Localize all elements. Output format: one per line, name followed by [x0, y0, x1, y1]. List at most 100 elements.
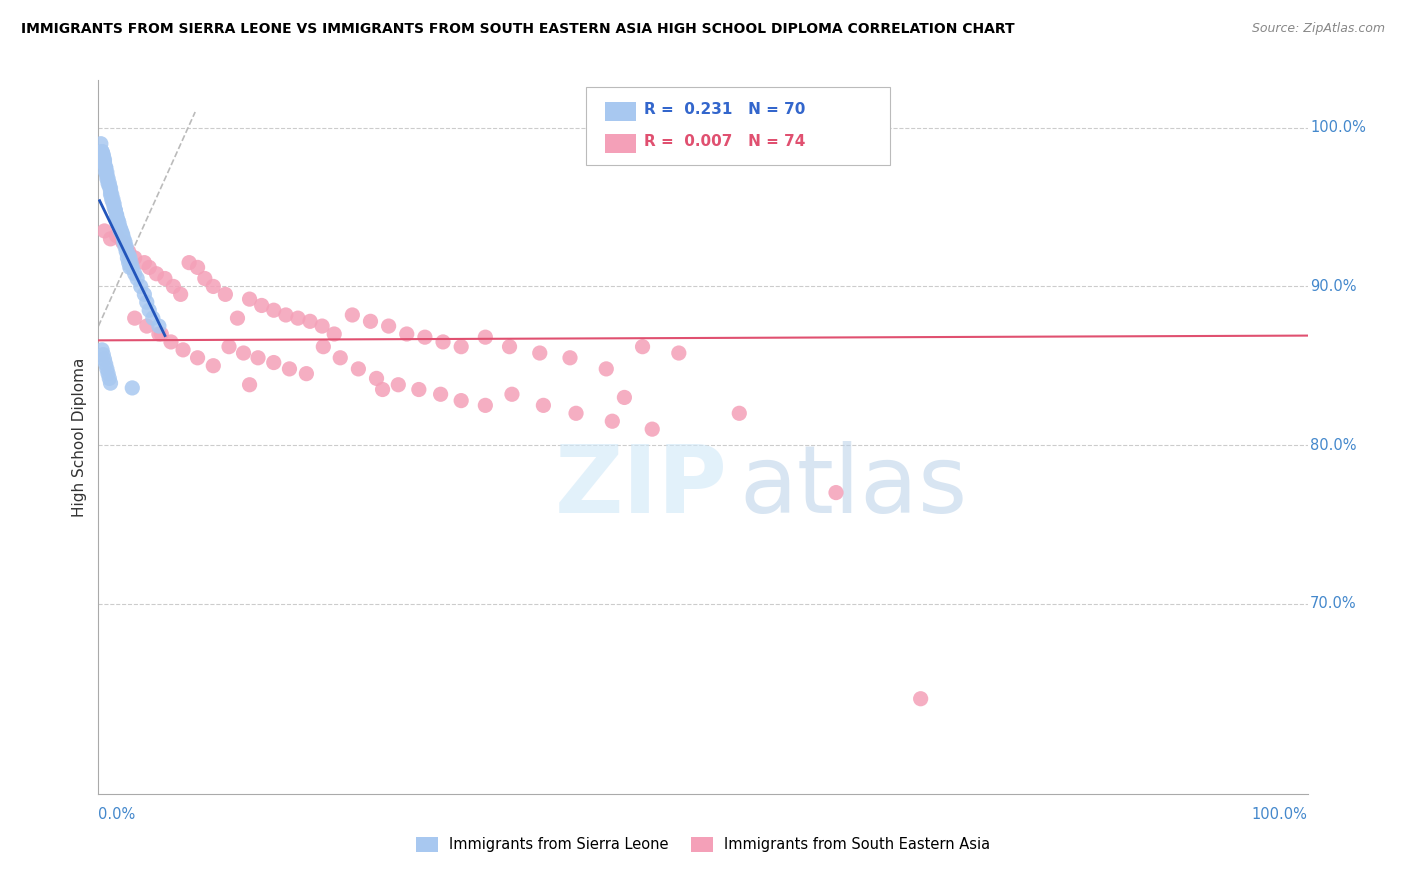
Point — [295, 367, 318, 381]
Point — [450, 340, 472, 354]
Point — [108, 216, 131, 230]
Point — [429, 387, 451, 401]
Point — [121, 381, 143, 395]
Point — [96, 169, 118, 183]
Point — [387, 377, 409, 392]
Point — [100, 192, 122, 206]
Point — [498, 340, 520, 354]
Point — [194, 271, 217, 285]
Point — [112, 232, 135, 246]
Point — [148, 319, 170, 334]
Point — [91, 343, 114, 357]
Point — [94, 165, 117, 179]
Point — [97, 171, 120, 186]
Point — [134, 255, 156, 269]
Point — [138, 303, 160, 318]
Point — [239, 292, 262, 306]
Point — [120, 255, 142, 269]
Point — [124, 311, 146, 326]
Point — [101, 195, 124, 210]
Point — [377, 319, 399, 334]
Point — [278, 362, 301, 376]
Point — [600, 414, 623, 428]
Point — [239, 377, 262, 392]
Point — [187, 351, 209, 365]
Point — [145, 267, 167, 281]
Point — [110, 224, 132, 238]
Point — [312, 340, 335, 354]
Point — [138, 260, 160, 275]
Text: 90.0%: 90.0% — [1310, 279, 1357, 294]
Point — [450, 393, 472, 408]
Point — [728, 406, 751, 420]
Point — [263, 355, 285, 369]
Point — [93, 153, 115, 167]
Point — [501, 387, 523, 401]
Point — [668, 346, 690, 360]
Point — [474, 398, 496, 412]
Point — [135, 295, 157, 310]
Y-axis label: High School Diploma: High School Diploma — [72, 358, 87, 516]
Point — [93, 155, 115, 169]
Text: R =  0.007   N = 74: R = 0.007 N = 74 — [644, 135, 806, 149]
Point — [565, 406, 588, 420]
Point — [129, 279, 152, 293]
Point — [910, 691, 932, 706]
Point — [108, 219, 131, 234]
Point — [287, 311, 309, 326]
Point — [100, 376, 122, 391]
Point — [111, 235, 134, 249]
Point — [91, 149, 114, 163]
Point — [104, 203, 127, 218]
Point — [298, 314, 321, 328]
Point — [117, 251, 139, 265]
Point — [825, 485, 848, 500]
Point — [153, 271, 176, 285]
Point — [115, 244, 138, 259]
Point — [413, 330, 436, 344]
Point — [124, 267, 146, 281]
Point — [531, 398, 554, 412]
Point — [101, 192, 124, 206]
Point — [93, 352, 115, 367]
Point — [96, 362, 118, 376]
Point — [595, 362, 617, 376]
Point — [107, 212, 129, 227]
Point — [100, 187, 122, 202]
Legend: Immigrants from Sierra Leone, Immigrants from South Eastern Asia: Immigrants from Sierra Leone, Immigrants… — [411, 830, 995, 858]
Point — [124, 251, 146, 265]
Point — [148, 326, 170, 341]
Point — [105, 208, 128, 222]
Text: atlas: atlas — [740, 441, 967, 533]
Point — [127, 271, 149, 285]
Point — [104, 203, 127, 218]
Point — [96, 171, 118, 186]
Text: R =  0.231   N = 70: R = 0.231 N = 70 — [644, 103, 806, 117]
Point — [214, 287, 236, 301]
Point — [121, 260, 143, 275]
Point — [100, 184, 122, 198]
Point — [408, 383, 430, 397]
Point — [105, 208, 128, 222]
Point — [187, 260, 209, 275]
Point — [90, 136, 112, 151]
Point — [98, 179, 121, 194]
Point — [97, 367, 120, 381]
Point — [641, 422, 664, 436]
Point — [218, 340, 240, 354]
Point — [91, 145, 114, 159]
Point — [329, 351, 352, 365]
Point — [202, 359, 225, 373]
Point — [100, 181, 122, 195]
Point — [115, 240, 138, 254]
Point — [177, 255, 201, 269]
Point — [247, 351, 270, 365]
Point — [342, 308, 364, 322]
Point — [558, 351, 581, 365]
Text: 100.0%: 100.0% — [1251, 806, 1308, 822]
Point — [118, 248, 141, 262]
Point — [93, 224, 115, 238]
Point — [366, 371, 388, 385]
Point — [93, 155, 115, 169]
Point — [432, 334, 454, 349]
